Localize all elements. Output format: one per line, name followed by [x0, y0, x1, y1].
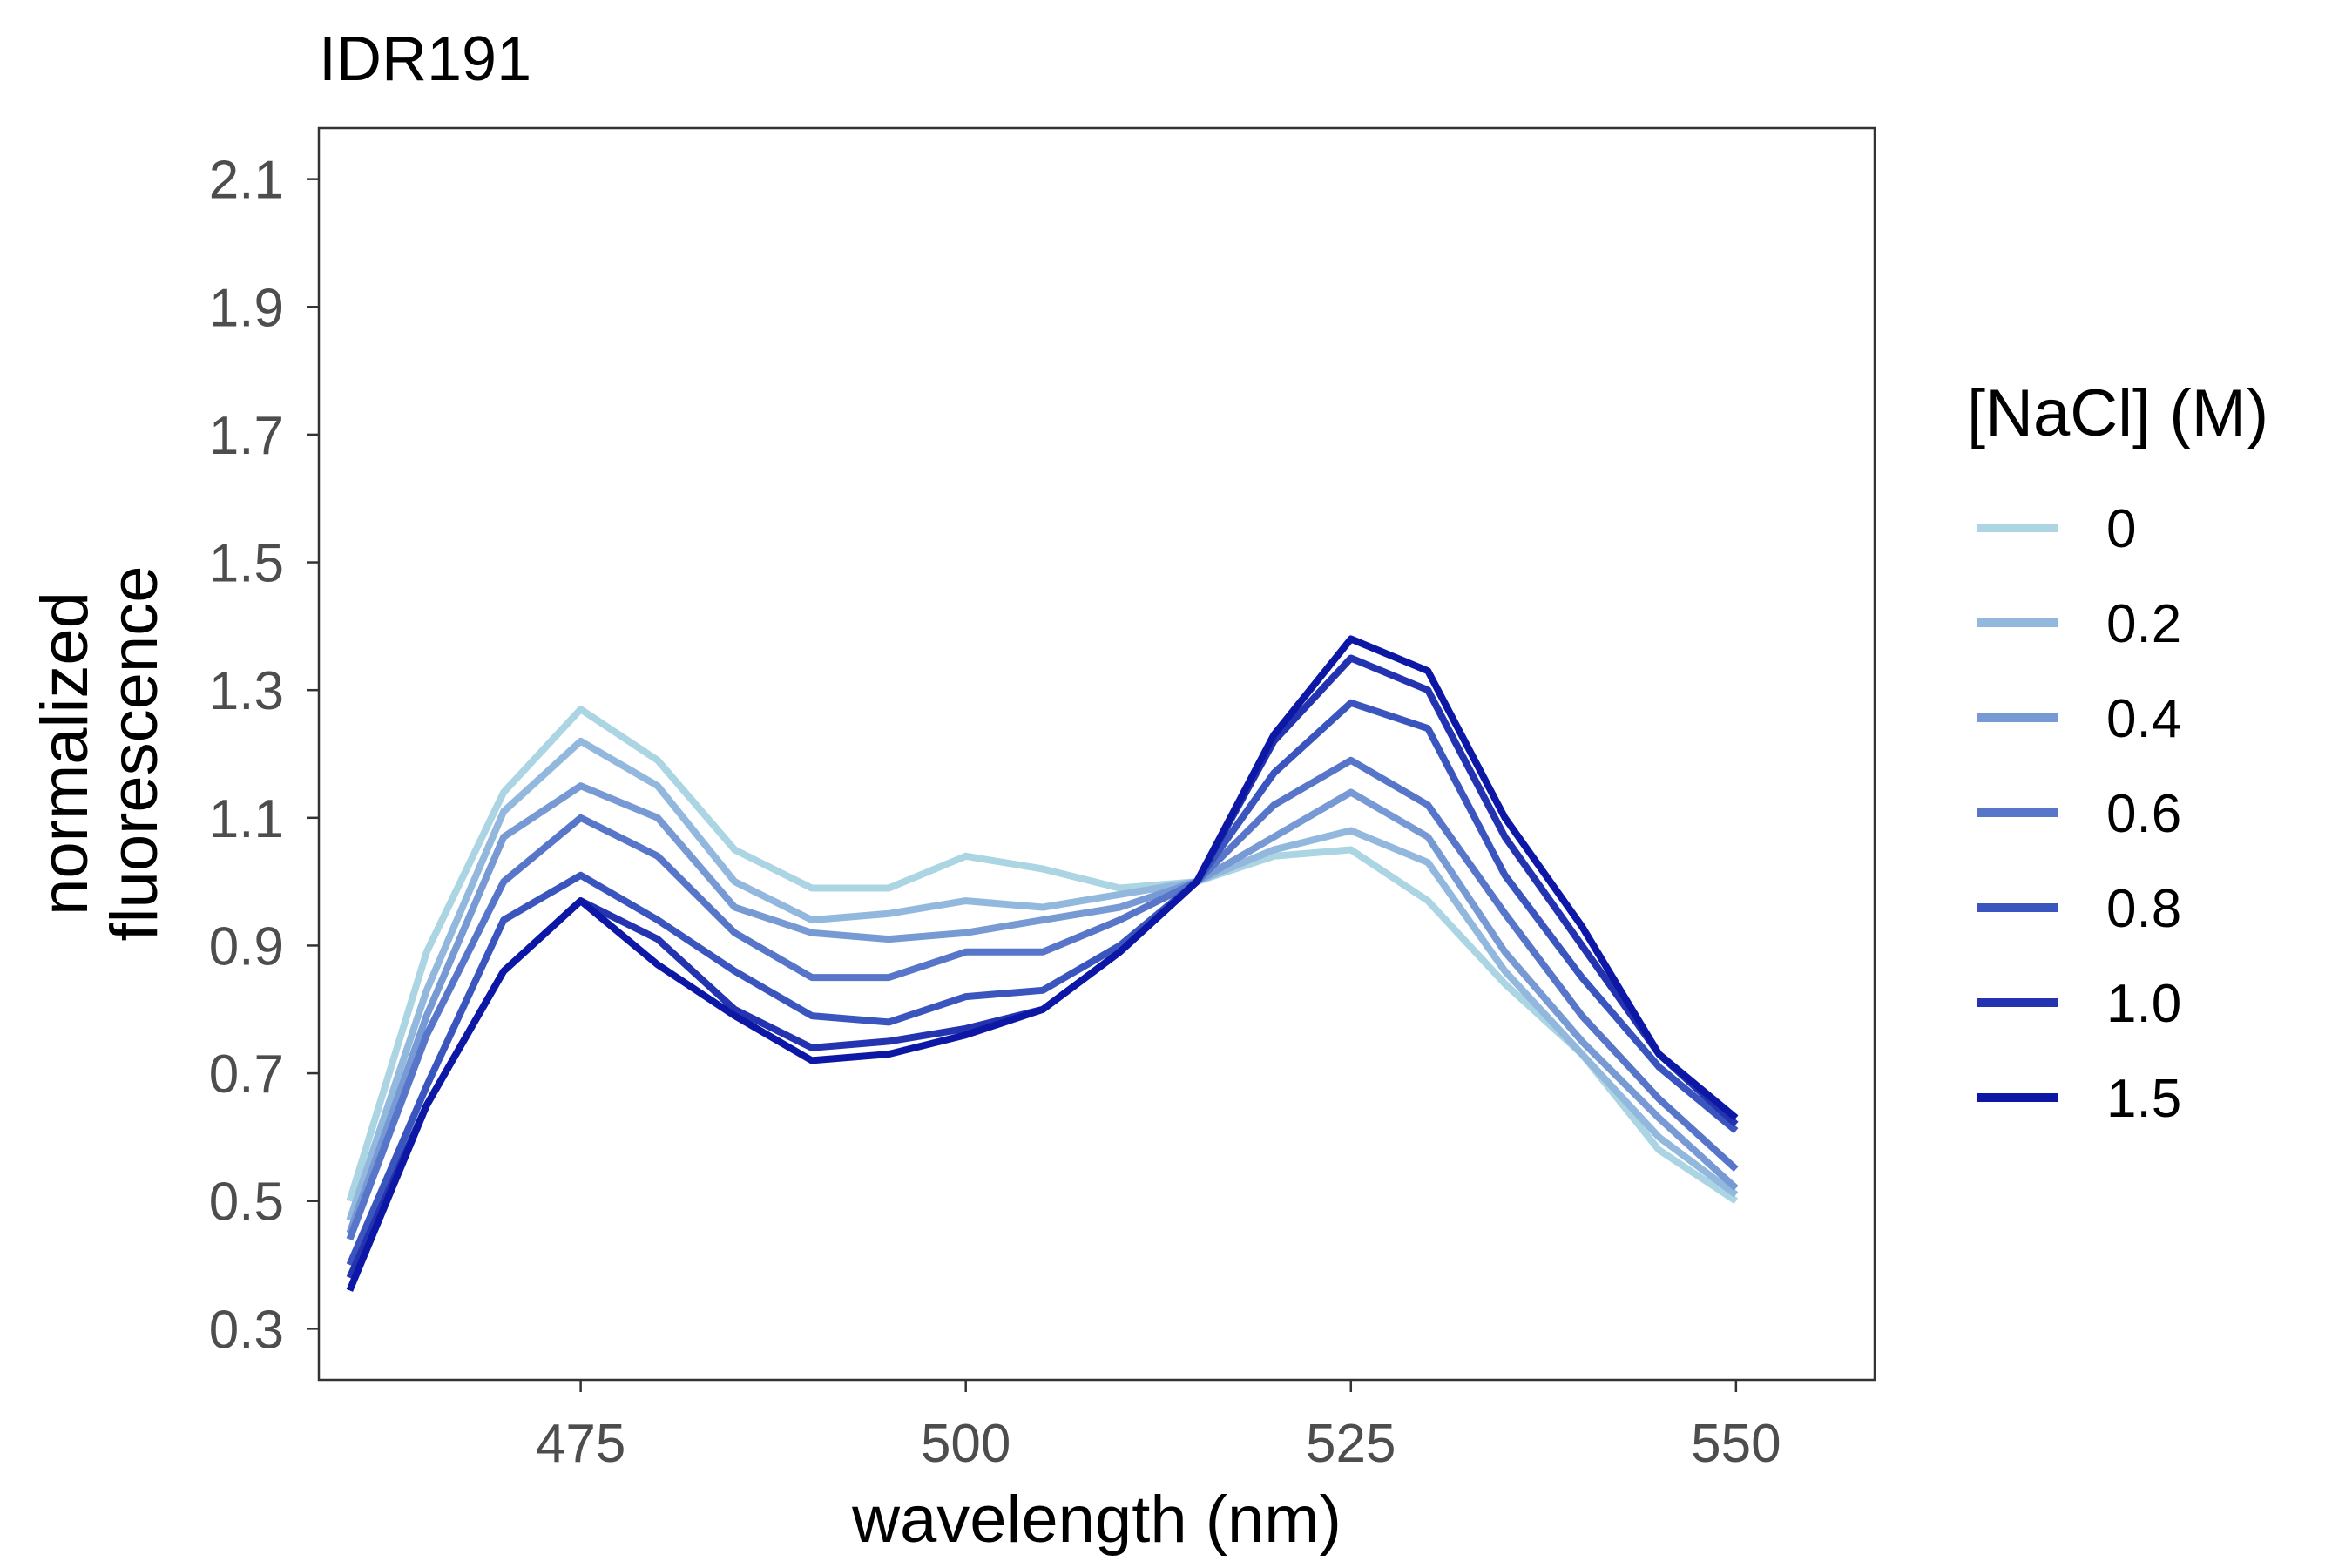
legend-label-5: 1.0 [2106, 974, 2181, 1034]
y-axis-title-line-2: fluorescence [98, 566, 172, 942]
y-axis: 0.3 0.5 0.7 0.9 1.1 1.3 1.5 1.7 1.9 2.1 [209, 151, 319, 1360]
y-tick-label-3: 0.9 [209, 916, 284, 977]
panel-border [317, 126, 1876, 1382]
legend-label-0: 0 [2106, 499, 2136, 559]
x-axis-title: wavelength (nm) [851, 1483, 1342, 1557]
legend-label-4: 0.8 [2106, 879, 2181, 939]
series-line-1 [346, 737, 1739, 1221]
y-tick-label-8: 1.9 [209, 278, 284, 338]
y-tick-label-0: 0.3 [209, 1300, 284, 1360]
y-tick-label-4: 1.1 [209, 789, 284, 849]
plot-panel [317, 126, 1876, 1382]
y-tick-label-9: 2.1 [209, 151, 284, 211]
chart-title: IDR191 [319, 24, 531, 94]
series-layer [346, 635, 1739, 1292]
series-line-6 [346, 635, 1739, 1292]
x-axis: 475 500 525 550 [536, 1380, 1781, 1474]
y-tick-label-5: 1.3 [209, 661, 284, 721]
legend-label-2: 0.4 [2106, 689, 2181, 749]
legend-label-1: 0.2 [2106, 594, 2181, 654]
series-line-5 [346, 654, 1739, 1280]
y-axis-title-line-1: normalized [28, 591, 102, 916]
series-line-4 [346, 699, 1739, 1267]
series-line-0 [346, 706, 1739, 1205]
legend-label-3: 0.6 [2106, 784, 2181, 844]
x-tick-label-0: 475 [536, 1414, 625, 1474]
x-tick-label-1: 500 [921, 1414, 1010, 1474]
y-tick-label-1: 0.5 [209, 1173, 284, 1233]
legend-title: [NaCl] (M) [1967, 376, 2268, 450]
x-tick-label-3: 550 [1691, 1414, 1781, 1474]
y-axis-title: normalized fluorescence [28, 566, 172, 942]
y-tick-label-6: 1.5 [209, 534, 284, 594]
y-tick-label-2: 0.7 [209, 1044, 284, 1105]
y-tick-label-7: 1.7 [209, 406, 284, 466]
series-line-2 [346, 782, 1739, 1234]
legend: [NaCl] (M) 0 0.2 0.4 0.6 0.8 1.0 1.5 [1967, 376, 2268, 1129]
series-line-3 [346, 756, 1739, 1241]
legend-label-6: 1.5 [2106, 1069, 2181, 1129]
x-tick-label-2: 525 [1306, 1414, 1396, 1474]
